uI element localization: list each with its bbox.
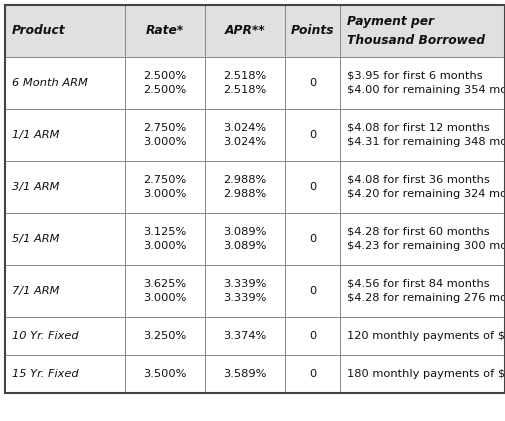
Text: Rate*: Rate* (145, 24, 184, 37)
Text: 2.750%
3.000%: 2.750% 3.000% (143, 123, 186, 147)
Text: 2.988%
2.988%: 2.988% 2.988% (223, 175, 266, 199)
Text: $4.56 for first 84 months
$4.28 for remaining 276 months: $4.56 for first 84 months $4.28 for rema… (346, 279, 505, 303)
Text: $4.28 for first 60 months
$4.23 for remaining 300 months: $4.28 for first 60 months $4.23 for rema… (346, 227, 505, 251)
Bar (125, 213, 205, 265)
Bar (125, 109, 205, 161)
Text: 0: 0 (308, 286, 316, 296)
Text: 3.625%
3.000%: 3.625% 3.000% (143, 279, 186, 303)
Bar (205, 57, 284, 109)
Bar (339, 57, 504, 109)
Text: 0: 0 (308, 78, 316, 88)
Text: 3.089%
3.089%: 3.089% 3.089% (223, 227, 266, 251)
Text: 3.374%: 3.374% (223, 331, 266, 341)
Bar (5, 317, 125, 355)
Text: 3.250%: 3.250% (143, 331, 186, 341)
Text: APR**: APR** (224, 24, 265, 37)
Bar (125, 161, 205, 213)
Bar (125, 265, 205, 317)
Text: 3.339%
3.339%: 3.339% 3.339% (223, 279, 266, 303)
Bar (5, 5, 125, 57)
Text: 3.125%
3.000%: 3.125% 3.000% (143, 227, 186, 251)
Text: 120 monthly payments of $9.77: 120 monthly payments of $9.77 (346, 331, 505, 341)
Bar (339, 161, 504, 213)
Bar (205, 161, 284, 213)
Bar (284, 317, 339, 355)
Text: 2.518%
2.518%: 2.518% 2.518% (223, 71, 266, 95)
Text: Product: Product (12, 24, 66, 37)
Text: 7/1 ARM: 7/1 ARM (12, 286, 60, 296)
Bar (284, 109, 339, 161)
Bar (284, 161, 339, 213)
Text: 10 Yr. Fixed: 10 Yr. Fixed (12, 331, 78, 341)
Text: 3.589%: 3.589% (223, 369, 266, 379)
Bar (205, 213, 284, 265)
Bar (205, 109, 284, 161)
Text: 15 Yr. Fixed: 15 Yr. Fixed (12, 369, 78, 379)
Text: $4.08 for first 36 months
$4.20 for remaining 324 months: $4.08 for first 36 months $4.20 for rema… (346, 175, 505, 199)
Text: 180 monthly payments of $7.15: 180 monthly payments of $7.15 (346, 369, 505, 379)
Text: $3.95 for first 6 months
$4.00 for remaining 354 months: $3.95 for first 6 months $4.00 for remai… (346, 71, 505, 95)
Bar (125, 355, 205, 393)
Text: 1/1 ARM: 1/1 ARM (12, 130, 60, 140)
Text: 0: 0 (308, 130, 316, 140)
Bar (284, 57, 339, 109)
Text: 2.750%
3.000%: 2.750% 3.000% (143, 175, 186, 199)
Bar (205, 5, 284, 57)
Text: 0: 0 (308, 182, 316, 192)
Bar (339, 213, 504, 265)
Text: Payment per
Thousand Borrowed: Payment per Thousand Borrowed (346, 16, 484, 46)
Text: 0: 0 (308, 234, 316, 244)
Bar (284, 5, 339, 57)
Text: 0: 0 (308, 369, 316, 379)
Bar (125, 57, 205, 109)
Text: 5/1 ARM: 5/1 ARM (12, 234, 60, 244)
Bar (125, 317, 205, 355)
Text: 6 Month ARM: 6 Month ARM (12, 78, 88, 88)
Bar (339, 109, 504, 161)
Bar (205, 355, 284, 393)
Bar (339, 265, 504, 317)
Bar (125, 5, 205, 57)
Bar (284, 355, 339, 393)
Bar (205, 317, 284, 355)
Bar (284, 265, 339, 317)
Bar (339, 317, 504, 355)
Bar (5, 355, 125, 393)
Bar (5, 213, 125, 265)
Bar (5, 57, 125, 109)
Text: 0: 0 (308, 331, 316, 341)
Bar (284, 213, 339, 265)
Text: 3/1 ARM: 3/1 ARM (12, 182, 60, 192)
Text: 3.500%: 3.500% (143, 369, 186, 379)
Bar (5, 109, 125, 161)
Bar (339, 5, 504, 57)
Text: $4.08 for first 12 months
$4.31 for remaining 348 months: $4.08 for first 12 months $4.31 for rema… (346, 123, 505, 147)
Bar (205, 265, 284, 317)
Bar (5, 265, 125, 317)
Bar (339, 355, 504, 393)
Text: Points: Points (290, 24, 334, 37)
Text: 3.024%
3.024%: 3.024% 3.024% (223, 123, 266, 147)
Bar (5, 161, 125, 213)
Text: 2.500%
2.500%: 2.500% 2.500% (143, 71, 186, 95)
